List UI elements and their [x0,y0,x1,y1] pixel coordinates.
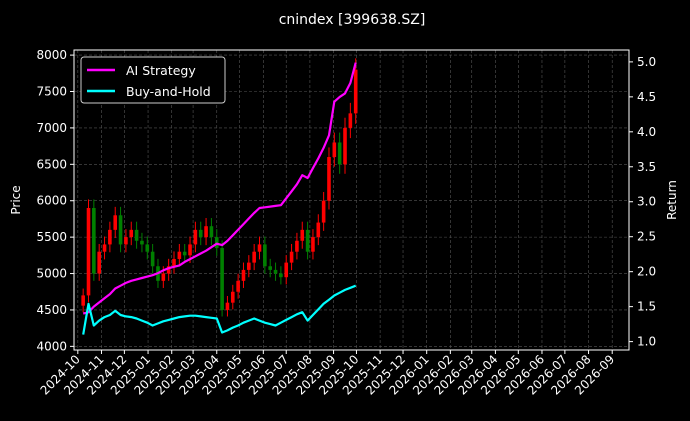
candle-body [263,244,267,267]
candle-body [343,127,347,165]
y2-tick-label: 3.5 [637,160,656,174]
y-tick-label: 7500 [36,85,67,99]
chart-title: cnindex [399638.SZ] [279,12,426,28]
candle-body [257,244,262,252]
candle-body [172,258,176,267]
candle-body [321,200,326,223]
candle-body [102,244,107,252]
candle-body [247,262,251,270]
candle-body [108,229,112,245]
candle-body [193,229,198,245]
y2-tick-label: 1.5 [637,300,656,314]
y2-tick-label: 4.0 [637,125,656,139]
candle-body [316,222,321,238]
candle-body [150,251,155,267]
legend-label-bh: Buy-and-Hold [126,84,211,99]
y2-tick-label: 4.5 [637,90,656,104]
buy-and-hold-line [82,284,357,335]
candle-body [295,240,299,252]
candle-body [124,237,128,245]
candle-body [134,229,139,241]
candle-body [204,226,208,238]
y-tick-label: 8000 [36,48,67,62]
candle-body [279,273,283,278]
candle-body [209,226,214,238]
candle-body [177,251,182,259]
legend-label-ai: AI Strategy [126,63,196,78]
y-axis-left: 4000 4500 5000 5500 6000 6500 7000 7500 8000 [36,48,74,353]
candle-body [348,113,353,128]
candle-body [81,295,85,306]
candle-body [118,215,123,245]
candle-body [273,269,278,274]
y-tick-label: 7000 [36,121,67,135]
y-tick-label: 4500 [36,303,67,317]
candle-body [182,251,187,256]
candle-body [198,229,203,238]
candle-body [289,251,294,263]
y-axis-label: Price [9,185,23,214]
y-tick-label: 5000 [36,267,67,281]
candle-body [230,291,235,303]
candle-body [268,266,272,270]
candle-body [311,237,315,252]
candle-body [284,262,289,278]
legend-box [80,56,226,104]
candle-body [188,244,192,256]
candle-body [252,251,256,263]
y2-tick-label: 2.5 [637,230,656,244]
candle-body [305,229,310,252]
candle-body [92,208,96,274]
y-tick-label: 6000 [36,194,67,208]
y2-tick-label: 5.0 [637,55,656,69]
candle-body [214,237,219,249]
y-tick-label: 4000 [36,339,67,353]
y-tick-label: 6500 [36,157,67,171]
y2-tick-label: 2.0 [637,265,656,279]
candle-body [241,269,246,281]
candle-body [113,215,118,230]
candle-body [332,142,337,158]
y2-tick-label: 3.0 [637,195,656,209]
plot-frame [73,49,630,351]
candle-body [129,229,134,238]
candle-body [220,248,224,310]
series-lines [82,62,357,335]
y-tick-label: 5500 [36,230,67,244]
y2-axis-label: Return [665,180,679,220]
candle-body [225,302,230,310]
y-axis-right: 1.0 1.5 2.0 2.5 3.0 3.5 4.0 4.5 5.0 [629,55,656,349]
candle-body [140,240,144,245]
legend: AI Strategy Buy-and-Hold [80,56,226,104]
y2-tick-label: 1.0 [637,335,656,349]
candle-body [161,273,166,281]
candle-body [337,142,342,165]
candle-body [236,280,240,292]
candles [81,58,358,317]
candle-body [97,251,101,274]
candle-body [145,244,150,252]
candle-body [300,229,305,241]
candle-body [353,69,358,114]
candle-body [86,208,91,296]
candle-body [327,157,331,201]
candle-body [166,266,171,274]
ai-strategy-line [82,62,357,315]
